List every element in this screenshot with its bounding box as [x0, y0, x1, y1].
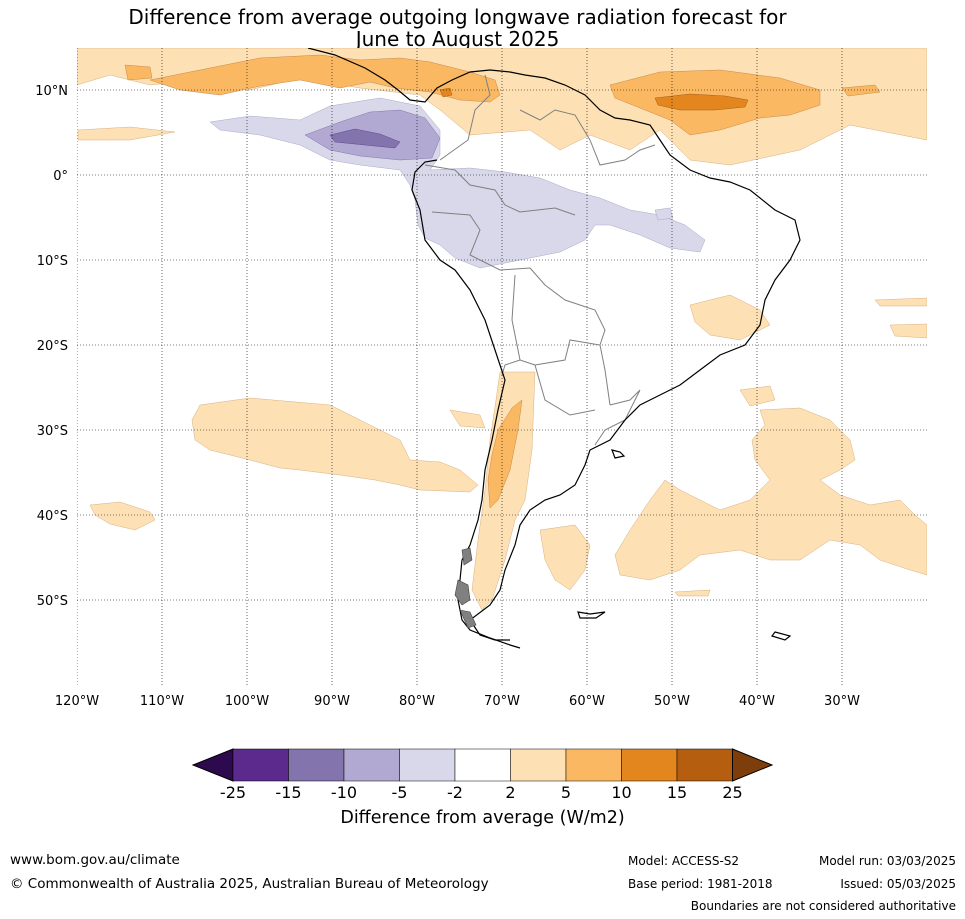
map-title-line2: June to August 2025	[355, 27, 560, 51]
colorbar-segment	[343, 748, 400, 782]
lon-label: 110°W	[140, 694, 184, 709]
coastline	[307, 48, 801, 649]
colorbar-tick: -10	[331, 783, 357, 802]
colorbar-tick: 5	[561, 783, 571, 802]
map-area	[77, 48, 927, 685]
lon-label: 120°W	[55, 694, 99, 709]
lat-label: 50°S	[37, 594, 68, 609]
lat-label: 20°S	[37, 339, 68, 354]
colorbar-tick: -25	[220, 783, 246, 802]
lon-label: 50°W	[654, 694, 690, 709]
colorbar-tick: 15	[667, 783, 687, 802]
copyright-text: © Commonwealth of Australia 2025, Austra…	[10, 876, 489, 892]
issued-date: Issued: 05/03/2025	[840, 877, 956, 891]
country-borders	[424, 74, 656, 446]
longitude-labels: 120°W 110°W 100°W 90°W 80°W 70°W 60°W 50…	[55, 694, 860, 709]
map-title-line1: Difference from average outgoing longwav…	[128, 5, 787, 29]
anomaly-5-to-10	[124, 54, 881, 509]
colorbar-tick: 10	[611, 783, 631, 802]
lon-label: 70°W	[484, 694, 520, 709]
latitude-labels: 10°N 0° 10°S 20°S 30°S 40°S 50°S	[35, 84, 68, 609]
lat-label: 0°	[53, 169, 68, 184]
colorbar: -25 -15 -10 -5 -2 2 5 10 15 25	[191, 748, 774, 802]
lon-label: 30°W	[824, 694, 860, 709]
colorbar-tick: -15	[275, 783, 301, 802]
lon-label: 100°W	[225, 694, 269, 709]
model-name: Model: ACCESS-S2	[628, 854, 740, 868]
lat-label: 10°S	[37, 254, 68, 269]
colorbar-tick: 25	[722, 783, 742, 802]
graticule	[77, 48, 927, 685]
southern-islands	[454, 547, 477, 629]
base-period: Base period: 1981-2018	[628, 877, 773, 891]
lon-label: 90°W	[314, 694, 350, 709]
colorbar-tick: -2	[447, 783, 463, 802]
colorbar-segment	[232, 748, 289, 782]
lon-label: 40°W	[739, 694, 775, 709]
colorbar-segment	[288, 748, 345, 782]
lon-label: 80°W	[399, 694, 435, 709]
anomaly-minus10-to-minus15	[329, 128, 401, 149]
colorbar-title: Difference from average (W/m2)	[340, 808, 625, 828]
boundary-disclaimer: Boundaries are not considered authoritat…	[690, 899, 956, 913]
colorbar-tick: 2	[505, 783, 515, 802]
colorbar-tick: -5	[392, 783, 408, 802]
colorbar-segment	[676, 748, 733, 782]
lat-label: 10°N	[35, 84, 68, 99]
colorbar-segment	[565, 748, 622, 782]
lon-label: 60°W	[569, 694, 605, 709]
lat-label: 30°S	[37, 424, 68, 439]
colorbar-extend-low	[191, 748, 234, 782]
model-run-date: Model run: 03/03/2025	[818, 854, 956, 868]
colorbar-segment	[621, 748, 678, 782]
colorbar-segment	[510, 748, 567, 782]
colorbar-segment	[399, 748, 456, 782]
colorbar-extend-high	[732, 748, 774, 782]
website-link[interactable]: www.bom.gov.au/climate	[10, 852, 180, 868]
colorbar-segment	[454, 748, 511, 782]
lat-label: 40°S	[37, 509, 68, 524]
